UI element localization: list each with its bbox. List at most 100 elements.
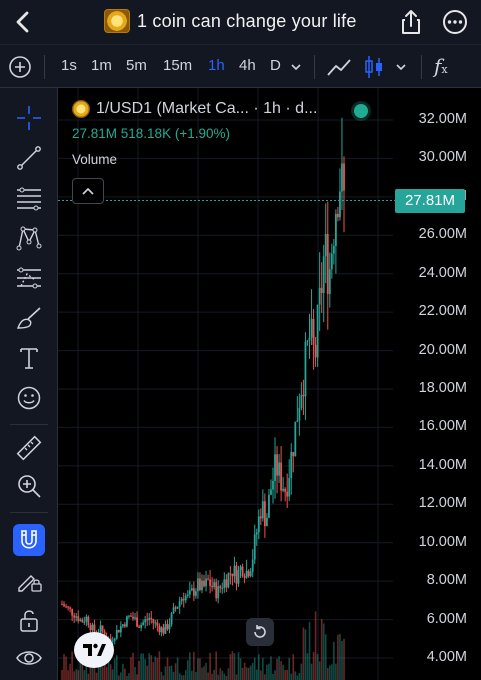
candle-body <box>300 394 303 409</box>
volume-bar <box>306 653 309 680</box>
volume-bar <box>225 675 228 680</box>
volume-bar <box>148 653 151 680</box>
price-axis-label: 6.00M <box>426 610 467 627</box>
volume-bar <box>93 665 96 680</box>
volume-bar <box>270 656 272 680</box>
fx-label: f <box>434 54 442 78</box>
magnet-tool[interactable] <box>13 524 45 556</box>
candle-body <box>312 318 315 345</box>
lock-drawings-tool[interactable] <box>13 564 45 596</box>
volume-bar <box>341 640 343 680</box>
candle-body <box>316 304 319 358</box>
line-style-button[interactable] <box>326 55 352 84</box>
symbol-legend[interactable]: 1/USD1 (Market Ca... · 1h · d... <box>72 100 317 118</box>
candle-body <box>245 570 248 578</box>
volume-bar <box>89 659 92 680</box>
unlock-tool[interactable] <box>13 604 45 636</box>
volume-bar <box>91 663 94 680</box>
volume-bar <box>111 669 114 680</box>
ruler-tool[interactable] <box>13 432 45 464</box>
candle-body <box>182 598 185 601</box>
interval-d[interactable]: D <box>270 57 281 74</box>
interval-1h[interactable]: 1h <box>208 57 225 74</box>
volume-bar <box>199 658 201 680</box>
candle-body <box>160 627 163 633</box>
price-axis-label: 8.00M <box>426 572 467 589</box>
price-axis-label: 16.00M <box>418 418 467 435</box>
market-status-icon[interactable] <box>354 104 368 118</box>
interval-15m[interactable]: 15m <box>163 57 193 74</box>
candle-body <box>322 256 325 293</box>
candle-body <box>207 578 209 580</box>
candle-body <box>231 573 234 577</box>
candle-body <box>111 640 114 642</box>
trendline-tool[interactable] <box>13 142 45 174</box>
more-button[interactable] <box>440 10 470 34</box>
candle-body <box>65 606 67 608</box>
price-chart[interactable] <box>58 88 481 680</box>
toolbar-separator <box>44 55 45 79</box>
candle-body <box>164 623 167 634</box>
candle-body <box>229 573 232 575</box>
candle-body <box>178 601 181 607</box>
collapse-legend-button[interactable] <box>72 178 104 204</box>
volume-bar <box>140 653 142 680</box>
brush-tool[interactable] <box>13 302 45 334</box>
candle-style-button[interactable] <box>364 54 384 85</box>
candle-body <box>134 617 136 619</box>
candle-body <box>148 617 151 620</box>
candle-body <box>75 616 78 618</box>
volume-bar <box>176 657 179 680</box>
line-chart-icon <box>327 59 351 76</box>
interval-1m[interactable]: 1m <box>91 57 112 74</box>
volume-bar <box>63 654 65 680</box>
volume-bar <box>191 670 193 680</box>
interval-5m[interactable]: 5m <box>126 57 147 74</box>
volume-bar <box>134 667 136 680</box>
text-tool[interactable] <box>13 342 45 374</box>
interval-4h[interactable]: 4h <box>239 57 256 74</box>
candle-body <box>253 534 256 560</box>
reset-chart-button[interactable] <box>246 618 274 646</box>
back-button[interactable] <box>10 8 36 36</box>
candlesticks <box>61 117 345 646</box>
volume-bar <box>113 658 116 680</box>
pattern-tool[interactable] <box>13 222 45 254</box>
coin-emoji-icon <box>104 9 130 33</box>
volume-bar <box>316 653 319 680</box>
volume-bar <box>237 652 240 680</box>
volume-bar <box>193 651 195 680</box>
volume-bar <box>103 657 106 680</box>
visibility-tool[interactable] <box>13 642 45 674</box>
candle-body <box>71 608 74 616</box>
volume-bar <box>292 654 295 680</box>
emoji-tool[interactable] <box>13 382 45 414</box>
tradingview-logo[interactable] <box>74 632 114 668</box>
chart-type-dropdown[interactable] <box>395 59 407 80</box>
indicators-button[interactable]: fx <box>434 54 448 78</box>
candle-body <box>150 617 153 620</box>
fib-tool[interactable] <box>13 182 45 214</box>
volume-bar <box>136 674 138 680</box>
volume-bar <box>184 670 187 680</box>
add-symbol-button[interactable] <box>8 55 32 79</box>
volume-bar <box>249 665 252 680</box>
volume-bar <box>294 671 297 680</box>
forecast-tool[interactable] <box>13 262 45 294</box>
candle-body <box>302 394 305 397</box>
volume-label[interactable]: Volume <box>72 152 118 167</box>
candlestick-icon <box>365 56 382 78</box>
share-button[interactable] <box>398 8 424 36</box>
candle-body <box>266 517 268 527</box>
volume-bar <box>318 661 321 680</box>
crosshair-tool[interactable] <box>13 102 45 134</box>
interval-dropdown[interactable] <box>290 59 302 80</box>
interval-1s[interactable]: 1s <box>61 57 77 74</box>
candle-body <box>85 616 88 622</box>
chart-area[interactable]: 1/USD1 (Market Ca... · 1h · d... 27.81M … <box>58 88 481 680</box>
candle-body <box>67 606 69 608</box>
volume-bar <box>205 662 207 680</box>
zoom-tool[interactable] <box>13 470 45 502</box>
text-icon <box>20 348 38 369</box>
last-price-badge: 27.81M <box>395 188 465 213</box>
